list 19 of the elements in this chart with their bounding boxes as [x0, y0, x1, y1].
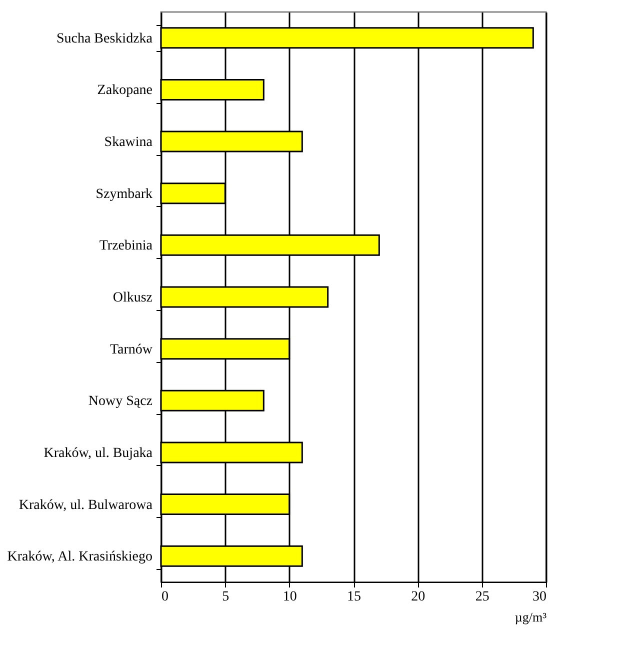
y-tick-label: Nowy Sącz — [88, 394, 152, 410]
y-tick-label: Tarnów — [110, 342, 154, 358]
y-tick-label: Zakopane — [97, 83, 152, 98]
x-tick-label: 5 — [222, 590, 230, 604]
x-tick-label: 30 — [532, 590, 546, 604]
y-tick-label: Trzebinia — [99, 238, 154, 254]
x-tick-label: 15 — [347, 590, 361, 604]
x-tick-label: 10 — [282, 590, 297, 604]
x-tick-label: 0 — [162, 590, 168, 604]
x-tick-label: 20 — [411, 590, 426, 604]
x-axis-title: µg/m³ — [514, 610, 547, 624]
y-tick-label: Sucha Beskidzka — [56, 31, 154, 46]
y-tick-label: Skawina — [104, 135, 154, 150]
y-tick-label: Kraków, Al. Krasińskiego — [7, 550, 152, 565]
y-tick-label: Szymbark — [96, 186, 152, 202]
y-tick-label: Kraków, ul. Bulwarowa — [18, 498, 154, 513]
x-tick-label: 25 — [475, 590, 490, 604]
y-tick-label: Kraków, ul. Bujaka — [44, 446, 154, 461]
y-tick-label: Olkusz — [112, 290, 152, 306]
